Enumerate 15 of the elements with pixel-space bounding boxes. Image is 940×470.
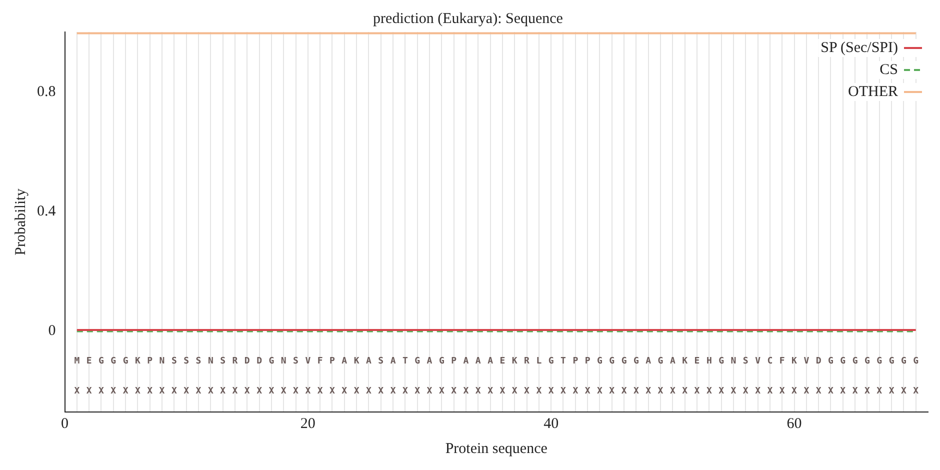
x-tick-label: 20 xyxy=(300,416,316,432)
y-tick-label: 0.4 xyxy=(37,203,56,220)
x-tick-label: 60 xyxy=(786,416,802,432)
y-tick-label: 0.8 xyxy=(37,84,56,100)
annotation: XXXXXXXXXXXXXXXXXXXXXXXXXXXXXXXXXXXXXXXXXXXXXXXXXXXXXXXXXXXXXXXXXXXXXX xyxy=(74,386,926,396)
chart-title: prediction (Eukarya): Sequence xyxy=(373,10,564,27)
legend-label: SP (Sec/SPI) xyxy=(820,40,898,56)
legend-label: CS xyxy=(880,62,898,78)
legend-label: OTHER xyxy=(848,84,898,100)
x-axis-title: Protein sequence xyxy=(445,440,548,457)
annotation: MEGGGKPNSSSNSRDDGNSVFPAKASATGAGPAAAEKRLGTPPGGGGAGAKEHGNSVCFKVDGGGGGGGG xyxy=(74,356,926,366)
x-tick-label: 40 xyxy=(544,416,559,432)
y-tick-label: 0 xyxy=(48,323,56,340)
x-tick-label: 0 xyxy=(61,416,68,432)
y-axis-title: Probability xyxy=(12,188,29,256)
